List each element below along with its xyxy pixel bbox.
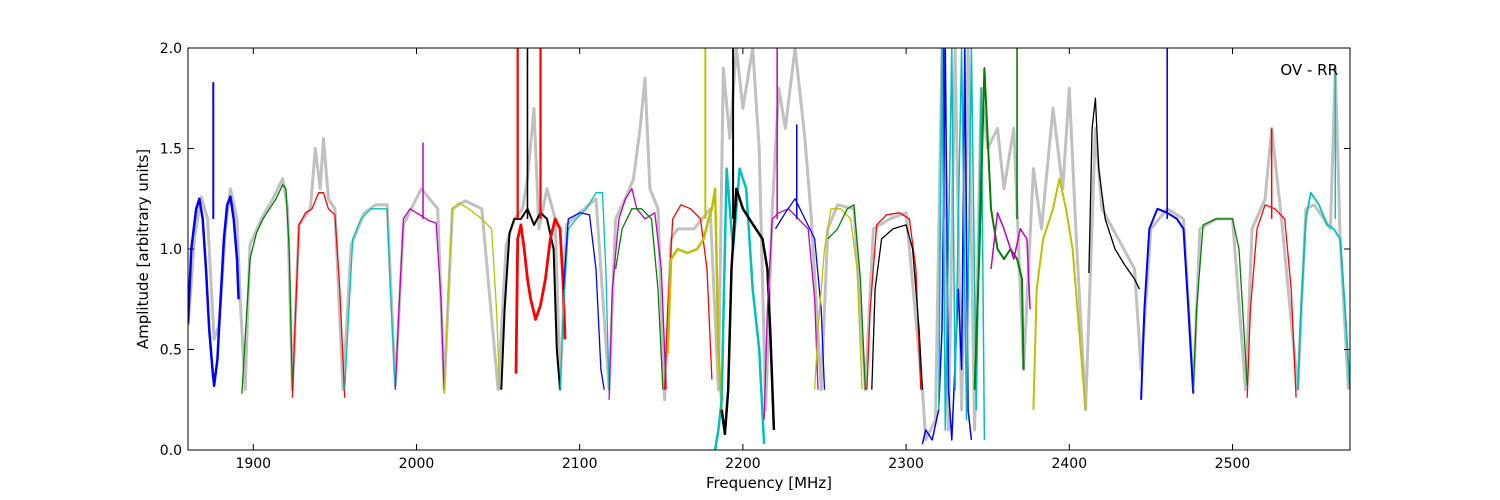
series-line-16 bbox=[720, 187, 776, 436]
series-line-18 bbox=[774, 198, 826, 390]
series-layer bbox=[188, 48, 1350, 450]
background-trace bbox=[188, 48, 1350, 442]
series-line-13 bbox=[663, 204, 713, 390]
x-axis-label: Frequency [MHz] bbox=[706, 474, 832, 492]
x-tick-label: 2100 bbox=[562, 456, 598, 472]
x-tick-label: 2000 bbox=[399, 456, 435, 472]
y-tick-label: 0.5 bbox=[160, 343, 182, 359]
series-line-10 bbox=[562, 212, 605, 390]
series-line-2 bbox=[241, 184, 294, 394]
series-line-19 bbox=[814, 208, 863, 390]
series-line-28 bbox=[1088, 97, 1141, 290]
plot-frame bbox=[187, 47, 1351, 451]
series-line-31 bbox=[1246, 204, 1297, 398]
y-tick-label: 1.5 bbox=[160, 142, 182, 158]
series-line-12 bbox=[614, 208, 664, 390]
series-line-6 bbox=[443, 202, 501, 394]
x-tick-label: 2500 bbox=[1215, 456, 1251, 472]
chart-annotation: OV - RR bbox=[1280, 61, 1338, 79]
series-line-27 bbox=[1032, 177, 1087, 410]
series-line-7 bbox=[500, 207, 562, 390]
series-line-4 bbox=[344, 208, 396, 390]
series-line-25 bbox=[973, 67, 1025, 390]
series-line-14 bbox=[666, 187, 723, 410]
series-line-11 bbox=[608, 188, 667, 400]
y-tick-label: 1.0 bbox=[160, 242, 182, 258]
x-axis-ticks: 1900 2000 2100 2200 2300 2400 2500 bbox=[235, 48, 1250, 472]
series-line-32 bbox=[1296, 191, 1350, 390]
series-line-26 bbox=[990, 212, 1031, 310]
x-tick-label: 2200 bbox=[725, 456, 761, 472]
y-axis-ticks: 0.0 0.5 1.0 1.5 2.0 bbox=[160, 41, 1350, 459]
series-line-30 bbox=[1192, 218, 1248, 390]
series-line-20 bbox=[827, 204, 866, 390]
x-tick-label: 1900 bbox=[235, 456, 271, 472]
x-tick-label: 2400 bbox=[1051, 456, 1087, 472]
y-tick-label: 2.0 bbox=[160, 41, 182, 57]
series-line-23 bbox=[921, 48, 973, 445]
series-line-9 bbox=[559, 192, 610, 390]
y-tick-label: 0.0 bbox=[160, 443, 182, 459]
series-line-5 bbox=[394, 208, 445, 394]
x-tick-label: 2300 bbox=[888, 456, 924, 472]
series-line-3 bbox=[291, 192, 346, 398]
background-trace-layer bbox=[188, 48, 1350, 442]
series-line-8 bbox=[514, 217, 567, 374]
series-line-22 bbox=[871, 224, 924, 390]
series-line-21 bbox=[866, 212, 922, 390]
y-axis-label: Amplitude [arbitrary units] bbox=[134, 149, 152, 349]
series-line-1 bbox=[188, 195, 240, 387]
